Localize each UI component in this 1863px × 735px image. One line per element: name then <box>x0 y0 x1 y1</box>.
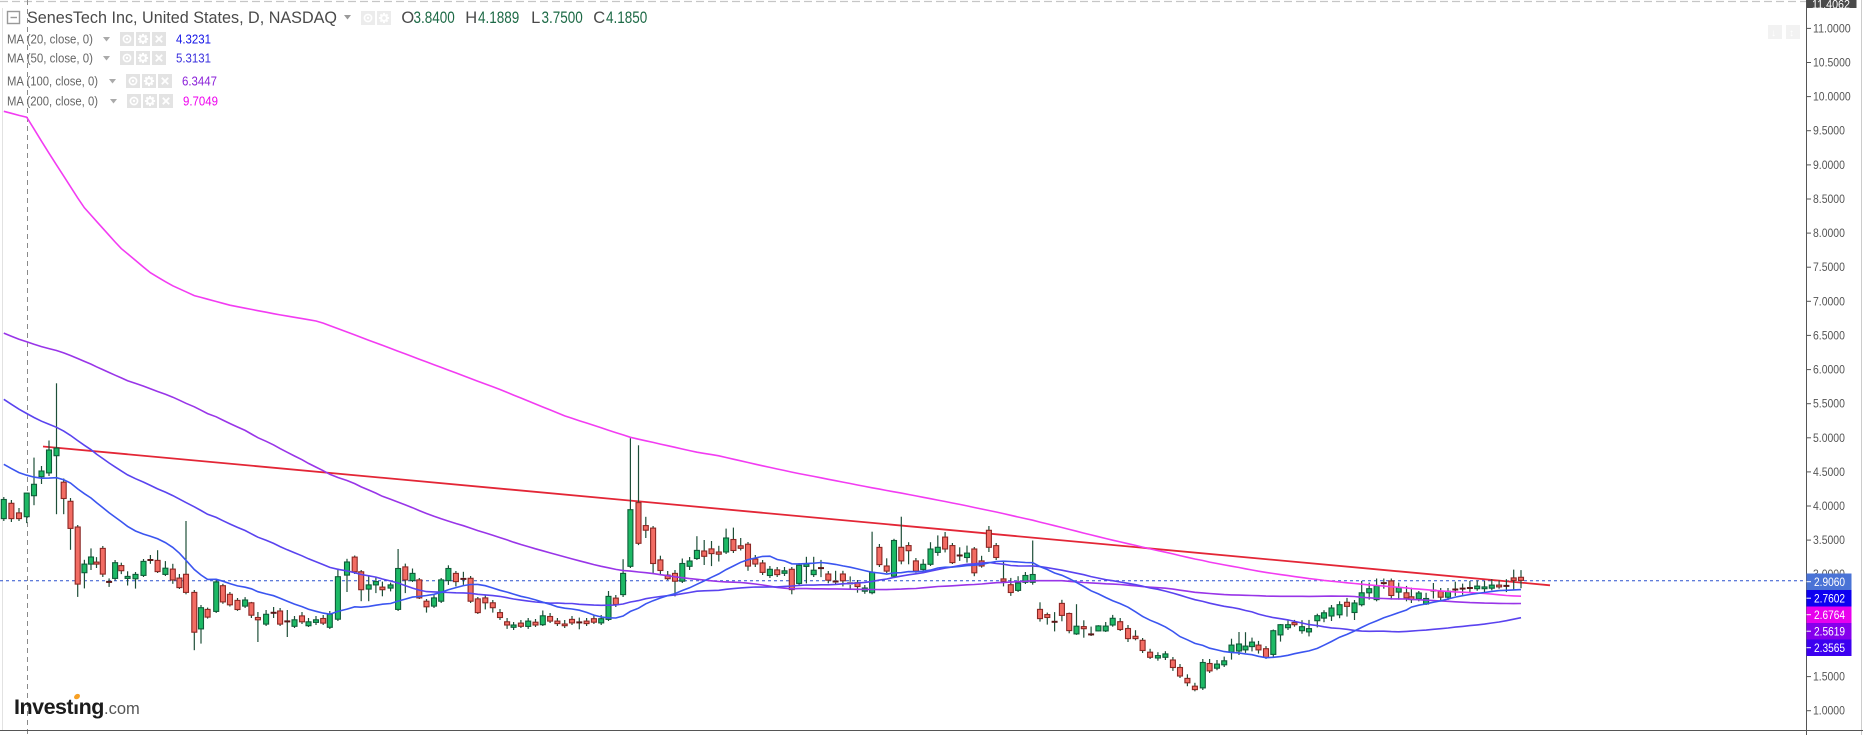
svg-text:5.3131: 5.3131 <box>176 52 211 66</box>
svg-text:L: L <box>531 9 540 27</box>
svg-text:5.5000: 5.5000 <box>1813 397 1845 411</box>
svg-text:6.0000: 6.0000 <box>1813 363 1845 377</box>
svg-text:3.5000: 3.5000 <box>1813 533 1845 547</box>
svg-text:4.5000: 4.5000 <box>1813 465 1845 479</box>
svg-text:2.5619: 2.5619 <box>1814 624 1845 638</box>
svg-text:2.7602: 2.7602 <box>1814 591 1845 605</box>
svg-text:11.0000: 11.0000 <box>1813 21 1851 35</box>
svg-text:6.3447: 6.3447 <box>182 75 217 89</box>
svg-text:1.5000: 1.5000 <box>1813 670 1845 684</box>
svg-text:4.3231: 4.3231 <box>176 33 211 47</box>
svg-text:3.7500: 3.7500 <box>542 9 583 27</box>
svg-text:9.7049: 9.7049 <box>183 95 218 109</box>
svg-text:4.0000: 4.0000 <box>1813 499 1845 513</box>
svg-text:↕: ↕ <box>1789 28 1794 39</box>
svg-text:6.5000: 6.5000 <box>1813 328 1845 342</box>
svg-text:10.5000: 10.5000 <box>1813 56 1851 70</box>
svg-text:8.0000: 8.0000 <box>1813 226 1845 240</box>
svg-text:9.0000: 9.0000 <box>1813 158 1845 172</box>
svg-text:8.5000: 8.5000 <box>1813 192 1845 206</box>
svg-text:2.6764: 2.6764 <box>1814 608 1845 622</box>
svg-text:1.0000: 1.0000 <box>1813 704 1845 718</box>
svg-text:↓: ↓ <box>1771 28 1776 39</box>
svg-text:O: O <box>401 9 414 27</box>
svg-text:MA (50, close, 0): MA (50, close, 0) <box>7 52 93 66</box>
svg-text:7.0000: 7.0000 <box>1813 294 1845 308</box>
svg-text:7.5000: 7.5000 <box>1813 260 1845 274</box>
svg-text:5.0000: 5.0000 <box>1813 431 1845 445</box>
svg-text:4.1889: 4.1889 <box>478 9 519 27</box>
svg-text:.com: .com <box>104 700 140 718</box>
svg-text:SenesTech Inc, United States,: SenesTech Inc, United States, D, NASDAQ <box>27 9 337 27</box>
svg-text:9.5000: 9.5000 <box>1813 124 1845 138</box>
svg-text:11.4062: 11.4062 <box>1812 0 1850 11</box>
svg-text:10.0000: 10.0000 <box>1813 90 1851 104</box>
svg-text:C: C <box>593 9 605 27</box>
svg-text:3.8400: 3.8400 <box>414 9 455 27</box>
svg-text:MA (200, close, 0): MA (200, close, 0) <box>7 95 98 109</box>
svg-text:H: H <box>465 9 477 27</box>
svg-text:MA (100, close, 0): MA (100, close, 0) <box>7 75 98 89</box>
svg-text:MA (20, close, 0): MA (20, close, 0) <box>7 33 93 47</box>
svg-text:2.9060: 2.9060 <box>1814 575 1845 589</box>
svg-text:4.1850: 4.1850 <box>606 9 647 27</box>
svg-text:2.3565: 2.3565 <box>1814 641 1845 655</box>
svg-text:Investing: Investing <box>14 695 104 719</box>
